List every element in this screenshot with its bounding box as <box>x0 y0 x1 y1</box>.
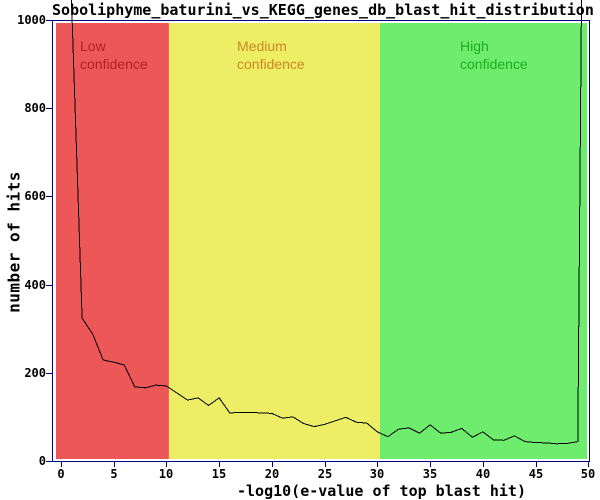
high-confidence-label-line2: confidence <box>460 56 528 72</box>
hit-distribution-line <box>71 0 582 445</box>
x-tick-label-50: 50 <box>580 467 596 481</box>
x-tick-label-30: 30 <box>369 467 385 481</box>
x-tick-label-0: 0 <box>57 467 65 481</box>
x-tick-label-45: 45 <box>528 467 544 481</box>
low-confidence-label: Low confidence <box>80 37 148 73</box>
y-tick-label-400: 400 <box>24 278 46 292</box>
medium-confidence-label: Medium confidence <box>237 37 305 73</box>
x-tick-label-10: 10 <box>158 467 174 481</box>
chart-title: Soboliphyme_baturini_vs_KEGG_genes_db_bl… <box>52 1 594 19</box>
x-tick-label-20: 20 <box>264 467 280 481</box>
medium-confidence-label-line2: confidence <box>237 56 305 72</box>
medium-confidence-label-line1: Medium <box>237 38 287 54</box>
confidence-bands <box>56 23 587 459</box>
y-tick-label-800: 800 <box>24 101 46 115</box>
high-confidence-label-line1: High <box>460 38 489 54</box>
high-confidence-band <box>379 23 587 459</box>
x-tick-label-40: 40 <box>475 467 491 481</box>
y-tick-label-200: 200 <box>24 366 46 380</box>
axis-ticks <box>46 20 589 467</box>
low-confidence-label-line2: confidence <box>80 56 148 72</box>
x-tick-label-25: 25 <box>317 467 333 481</box>
x-tick-label-35: 35 <box>422 467 438 481</box>
y-tick-label-0: 0 <box>38 454 46 468</box>
x-axis-label: -log10(e-value of top blast hit) <box>237 482 526 500</box>
low-confidence-band <box>56 23 169 459</box>
x-tick-label-5: 5 <box>110 467 118 481</box>
x-tick-label-15: 15 <box>211 467 227 481</box>
plot-border <box>52 20 590 462</box>
low-confidence-label-line1: Low <box>80 38 106 54</box>
high-confidence-label: High confidence <box>460 37 528 73</box>
y-tick-label-600: 600 <box>24 189 46 203</box>
y-tick-label-1000: 1000 <box>17 13 46 27</box>
medium-confidence-band <box>168 23 380 459</box>
